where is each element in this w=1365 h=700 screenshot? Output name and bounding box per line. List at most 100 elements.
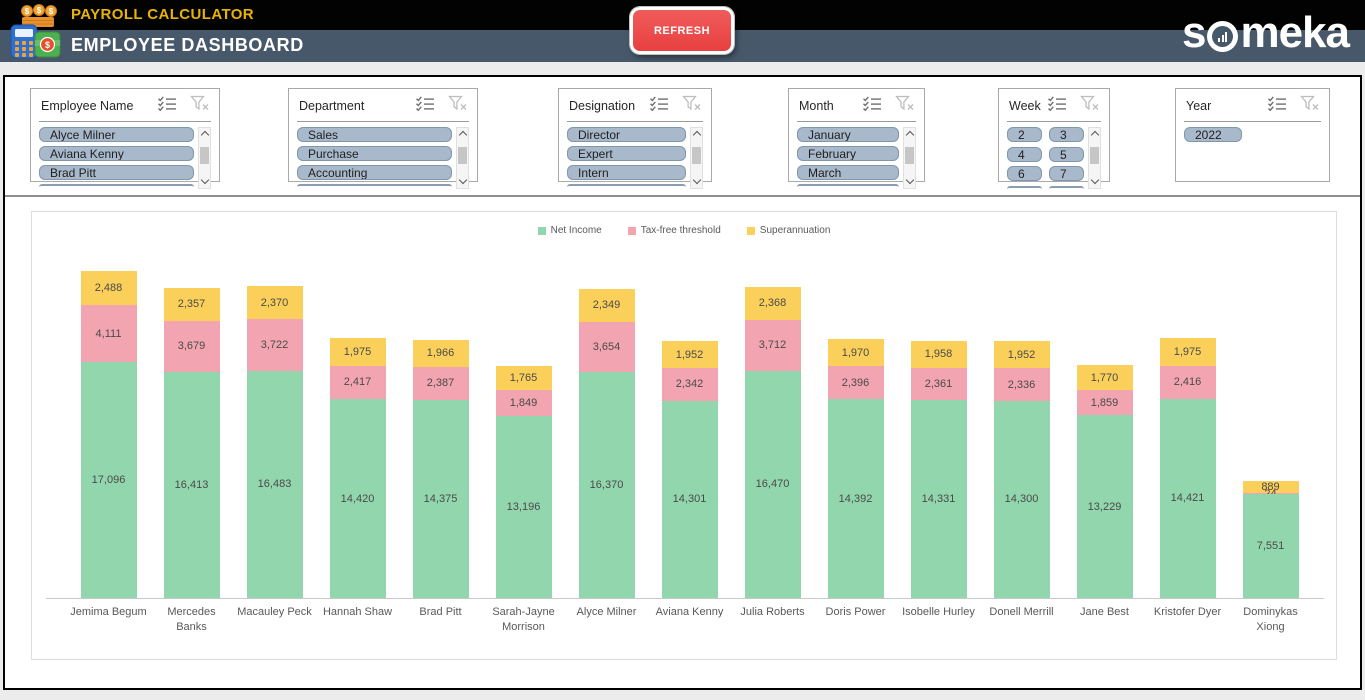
scroll-thumb[interactable] bbox=[692, 147, 701, 164]
slicer-item-alyce-milner[interactable]: Alyce Milner bbox=[39, 127, 194, 142]
multi-select-icon[interactable] bbox=[1047, 95, 1067, 116]
clear-filter-icon[interactable] bbox=[895, 95, 915, 116]
bar-segment-net-income: 16,413 bbox=[163, 371, 220, 598]
clear-filter-icon[interactable] bbox=[682, 95, 702, 116]
scroll-thumb[interactable] bbox=[905, 147, 914, 164]
chart-column-julia-roberts: 2,368 3,712 16,470 bbox=[731, 286, 814, 598]
scroll-up-arrow[interactable] bbox=[903, 128, 916, 141]
multi-select-icon[interactable] bbox=[415, 95, 435, 116]
stacked-bar: 2,357 3,679 16,413 bbox=[163, 288, 220, 598]
slicer-scrollbar[interactable] bbox=[903, 127, 916, 189]
bar-segment-superannuation: 2,368 bbox=[744, 286, 801, 320]
slicer-item-4[interactable]: 4 bbox=[1007, 146, 1042, 162]
stacked-bar: 1,966 2,387 14,375 bbox=[412, 339, 469, 598]
slicer-item-accounting[interactable]: Accounting bbox=[297, 165, 452, 180]
scroll-down-arrow[interactable] bbox=[198, 175, 211, 188]
stacked-bar: 2,368 3,712 16,470 bbox=[744, 286, 801, 598]
value-label: 2,417 bbox=[343, 376, 372, 389]
bar-segment-superannuation: 1,952 bbox=[661, 341, 718, 369]
scroll-thumb[interactable] bbox=[200, 147, 209, 164]
legend-marker bbox=[627, 226, 636, 235]
slicer-item-7[interactable]: 7 bbox=[1049, 166, 1084, 181]
bar-segment-superannuation: 1,975 bbox=[1159, 338, 1216, 366]
scroll-up-arrow[interactable] bbox=[456, 128, 469, 141]
partial-next-item bbox=[797, 184, 899, 187]
slicer-item-2[interactable]: 2 bbox=[1007, 127, 1042, 142]
refresh-button[interactable]: REFRESH bbox=[630, 7, 734, 54]
slicer-employee-name: Employee Name Alyce Milner Aviana Kenny Bra… bbox=[30, 88, 220, 189]
category-label: Jemima Begum bbox=[70, 606, 147, 618]
scroll-up-arrow[interactable] bbox=[198, 128, 211, 141]
scroll-up-arrow[interactable] bbox=[1088, 128, 1101, 141]
slicer-item-aviana-kenny[interactable]: Aviana Kenny bbox=[39, 146, 194, 161]
bar-segment-superannuation: 2,488 bbox=[80, 271, 137, 306]
bar-segment-superannuation: 1,770 bbox=[1076, 365, 1133, 390]
slicer-item-january[interactable]: January bbox=[797, 127, 899, 142]
slicer-department: Department Sales Purchase Accounting bbox=[288, 88, 478, 189]
page-title: EMPLOYEE DASHBOARD bbox=[71, 35, 304, 55]
stacked-bar: 1,952 2,342 14,301 bbox=[661, 341, 718, 598]
slicer-item-purchase[interactable]: Purchase bbox=[297, 146, 452, 161]
scroll-up-arrow[interactable] bbox=[690, 128, 703, 141]
stacked-bar: 1,958 2,361 14,331 bbox=[910, 340, 967, 598]
slicer-scrollbar[interactable] bbox=[198, 127, 211, 189]
scroll-thumb[interactable] bbox=[458, 147, 467, 164]
partial-next-item bbox=[1007, 185, 1042, 189]
scroll-down-arrow[interactable] bbox=[1088, 175, 1101, 188]
category-axis: Jemima Begum Mercedes Banks Macauley Peck H… bbox=[67, 605, 1312, 635]
slicer-item-intern[interactable]: Intern bbox=[567, 165, 686, 180]
value-label: 1,770 bbox=[1090, 371, 1119, 384]
slicer-item-2022[interactable]: 2022 bbox=[1184, 127, 1242, 142]
value-label: 2,342 bbox=[675, 378, 704, 391]
slicer-item-3[interactable]: 3 bbox=[1049, 127, 1084, 142]
multi-select-icon[interactable] bbox=[649, 95, 669, 116]
bar-segment-net-income: 16,483 bbox=[246, 370, 303, 598]
svg-text:$: $ bbox=[45, 40, 50, 50]
bar-segment-net-income: 14,421 bbox=[1159, 398, 1216, 598]
bar-segment-superannuation: 2,349 bbox=[578, 289, 635, 322]
category-label: Julia Roberts bbox=[740, 606, 805, 618]
slicer-week: Week 2 3 4 5 6 7 bbox=[998, 88, 1110, 189]
bar-segment-superannuation: 1,952 bbox=[993, 341, 1050, 369]
chart-panel: Net Income Tax-free threshold Superannuati… bbox=[31, 211, 1337, 660]
value-label: 1,952 bbox=[675, 348, 704, 361]
slicer-item-sales[interactable]: Sales bbox=[297, 127, 452, 142]
value-label: 2,488 bbox=[94, 282, 123, 295]
slicer-item-march[interactable]: March bbox=[797, 165, 899, 180]
slicer-item-5[interactable]: 5 bbox=[1049, 146, 1084, 162]
value-label: 3,722 bbox=[260, 338, 289, 351]
multi-select-icon[interactable] bbox=[862, 95, 882, 116]
chart-column-jane-best: 1,770 1,859 13,229 bbox=[1063, 365, 1146, 598]
scroll-thumb[interactable] bbox=[1090, 147, 1099, 164]
slicer-scrollbar[interactable] bbox=[456, 127, 469, 189]
clear-filter-icon[interactable] bbox=[1300, 95, 1320, 116]
bar-segment-superannuation: 1,765 bbox=[495, 366, 552, 391]
slicer-item-expert[interactable]: Expert bbox=[567, 146, 686, 161]
bar-segment-superannuation: 1,975 bbox=[329, 338, 386, 366]
slicer-item-february[interactable]: February bbox=[797, 146, 899, 161]
scroll-down-arrow[interactable] bbox=[456, 175, 469, 188]
clear-filter-icon[interactable] bbox=[190, 95, 210, 116]
slicer-scrollbar[interactable] bbox=[690, 127, 703, 189]
category-label: Dominykas Xiong bbox=[1243, 606, 1298, 633]
slicer-item-brad-pitt[interactable]: Brad Pitt bbox=[39, 165, 194, 180]
slicer-scrollbar[interactable] bbox=[1088, 127, 1101, 189]
scroll-down-arrow[interactable] bbox=[903, 175, 916, 188]
scroll-down-arrow[interactable] bbox=[690, 175, 703, 188]
slicer-item-director[interactable]: Director bbox=[567, 127, 686, 142]
multi-select-icon[interactable] bbox=[157, 95, 177, 116]
slicer-designation: Designation Director Expert Intern bbox=[558, 88, 712, 189]
value-label: 1,765 bbox=[509, 372, 538, 385]
clear-filter-icon[interactable] bbox=[448, 95, 468, 116]
bar-segment-superannuation: 1,970 bbox=[827, 339, 884, 367]
slicer-item-6[interactable]: 6 bbox=[1007, 166, 1042, 181]
value-label: 3,654 bbox=[592, 340, 621, 353]
value-label: 2,370 bbox=[260, 296, 289, 309]
bar-segment-superannuation: 2,357 bbox=[163, 288, 220, 321]
stacked-bar: 2,488 4,111 17,096 bbox=[80, 271, 137, 598]
multi-select-icon[interactable] bbox=[1267, 95, 1287, 116]
value-label: 14,420 bbox=[340, 492, 375, 505]
chart-column-brad-pitt: 1,966 2,387 14,375 bbox=[399, 339, 482, 598]
clear-filter-icon[interactable] bbox=[1080, 95, 1100, 116]
value-label: 3,679 bbox=[177, 340, 206, 353]
